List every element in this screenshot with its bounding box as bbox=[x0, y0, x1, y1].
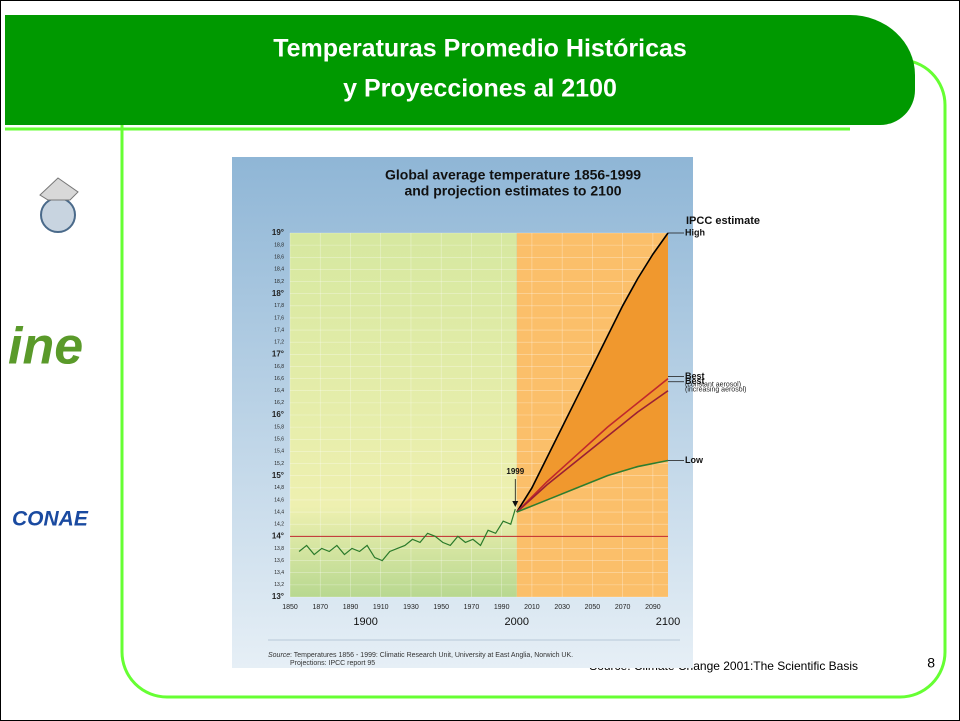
legend-title: IPCC estimate bbox=[686, 215, 760, 227]
logo-ine: ine bbox=[8, 318, 83, 376]
logo-conae: CONAE bbox=[12, 508, 89, 531]
y-tick-label: 15,2 bbox=[274, 461, 284, 467]
series-line bbox=[516, 232, 669, 513]
source-text: : Temperatures 1856 - 1999: Climatic Res… bbox=[290, 652, 573, 659]
y-tick-label: 15,8 bbox=[274, 424, 284, 430]
y-tick-label: 17,6 bbox=[274, 315, 284, 321]
y-tick-label: 16,6 bbox=[274, 376, 284, 382]
x-major-label: 2100 bbox=[656, 616, 680, 628]
y-tick-label: 15,4 bbox=[274, 449, 284, 455]
y-tick-label: 14,6 bbox=[274, 497, 284, 503]
series-line bbox=[516, 377, 669, 513]
y-tick-label: 18,8 bbox=[274, 242, 284, 248]
y-tick-label: 14,4 bbox=[274, 509, 284, 515]
y-tick-label: 18,6 bbox=[274, 255, 284, 261]
x-tick-label: 1850 bbox=[282, 604, 298, 611]
x-tick-label: 1990 bbox=[494, 604, 510, 611]
y-tick-label: 15,6 bbox=[274, 437, 284, 443]
x-major-label: 1900 bbox=[353, 616, 377, 628]
series-line bbox=[516, 459, 669, 513]
y-tick-label: 18,2 bbox=[274, 279, 284, 285]
y-tick-label: 14,8 bbox=[274, 485, 284, 491]
series-line bbox=[516, 390, 669, 513]
y-tick-label: 17,4 bbox=[274, 327, 284, 333]
y-tick-label: 17° bbox=[272, 349, 284, 358]
y-tick-label: 17,8 bbox=[274, 303, 284, 309]
y-tick-label: 14° bbox=[272, 531, 284, 540]
x-tick-label: 2050 bbox=[585, 604, 601, 611]
y-tick-label: 16,4 bbox=[274, 388, 284, 394]
x-tick-label: 2030 bbox=[554, 604, 570, 611]
slide-title: y Proyecciones al 2100 bbox=[343, 75, 617, 103]
y-tick-label: 16° bbox=[272, 410, 284, 419]
series-note: (increasing aerosol) bbox=[685, 387, 746, 394]
projection-range bbox=[516, 233, 668, 513]
y-tick-label: 18° bbox=[272, 289, 284, 298]
x-tick-label: 1970 bbox=[464, 604, 480, 611]
y-tick-label: 16,8 bbox=[274, 364, 284, 370]
title-bar bbox=[5, 15, 915, 125]
y-tick-label: 13° bbox=[272, 592, 284, 601]
x-tick-label: 1870 bbox=[312, 604, 328, 611]
chart-title: Global average temperature 1856-1999 bbox=[385, 167, 641, 183]
y-tick-label: 13,8 bbox=[274, 546, 284, 552]
x-major-label: 2000 bbox=[505, 616, 529, 628]
y-tick-label: 13,2 bbox=[274, 582, 284, 588]
source-label: Source bbox=[268, 652, 290, 659]
y-tick-label: 13,6 bbox=[274, 558, 284, 564]
y-tick-label: 19° bbox=[272, 228, 284, 237]
y-tick-label: 15° bbox=[272, 471, 284, 480]
source-text: Projections: IPCC report 95 bbox=[290, 660, 375, 667]
annotation-arrowhead bbox=[512, 501, 519, 508]
y-tick-label: 17,2 bbox=[274, 340, 284, 346]
series-note: (constant aerosol) bbox=[685, 381, 741, 388]
chart-title: and projection estimates to 2100 bbox=[404, 183, 621, 199]
series-label: Best bbox=[685, 376, 705, 386]
x-tick-label: 2010 bbox=[524, 604, 540, 611]
x-tick-label: 2090 bbox=[645, 604, 661, 611]
series-label: High bbox=[685, 227, 705, 237]
x-tick-label: 1930 bbox=[403, 604, 419, 611]
x-tick-label: 1890 bbox=[343, 604, 359, 611]
x-tick-label: 2070 bbox=[615, 604, 631, 611]
y-tick-label: 13,4 bbox=[274, 570, 284, 576]
y-tick-label: 18,4 bbox=[274, 267, 284, 273]
logo-emblem bbox=[39, 177, 79, 233]
series-label: Low bbox=[685, 455, 704, 465]
x-tick-label: 1910 bbox=[373, 604, 389, 611]
slide-title: Temperaturas Promedio Históricas bbox=[273, 35, 687, 63]
annotation: 1999 bbox=[506, 467, 524, 476]
x-tick-label: 1950 bbox=[433, 604, 449, 611]
y-tick-label: 14,2 bbox=[274, 522, 284, 528]
page-number: 8 bbox=[927, 655, 935, 671]
series-label: Best bbox=[685, 371, 705, 381]
series-line bbox=[298, 508, 516, 562]
y-tick-label: 16,2 bbox=[274, 400, 284, 406]
